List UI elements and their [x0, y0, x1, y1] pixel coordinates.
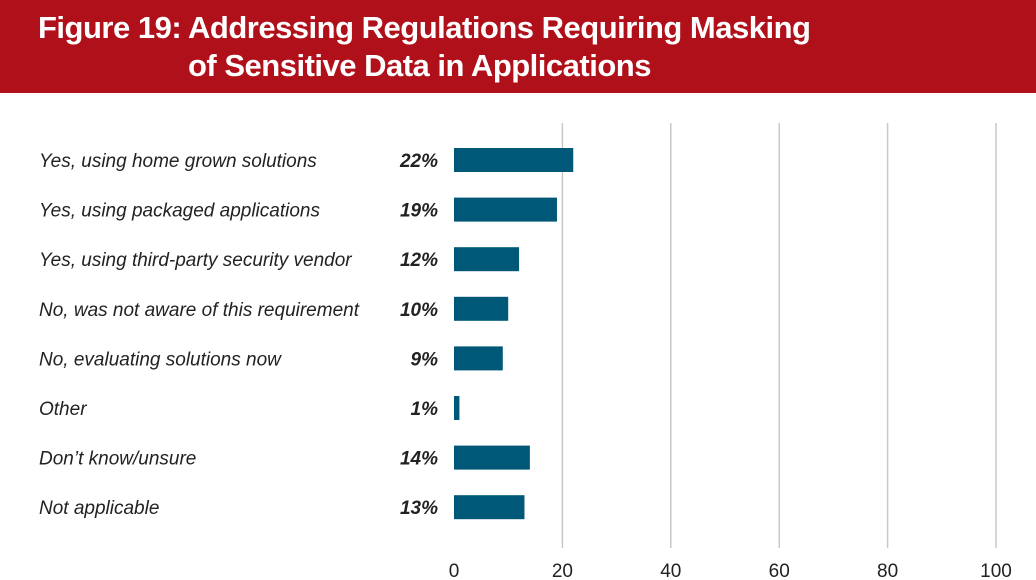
- gridlines: [561, 123, 997, 548]
- x-tick-label: 20: [552, 561, 573, 580]
- category-label: Not applicable: [39, 498, 159, 519]
- category-label: No, evaluating solutions now: [39, 349, 282, 370]
- category-label: Yes, using home grown solutions: [39, 151, 317, 172]
- chart-title-line-2: of Sensitive Data in Applications: [188, 48, 651, 83]
- value-label: 10%: [400, 300, 438, 321]
- bar: [454, 346, 503, 371]
- value-label: 12%: [400, 250, 438, 271]
- bar: [454, 296, 509, 321]
- category-label: Other: [39, 399, 87, 420]
- bars: [454, 148, 574, 520]
- bar: [454, 396, 460, 420]
- bar: [454, 495, 525, 520]
- value-label: 22%: [399, 151, 438, 172]
- value-label: 19%: [400, 201, 438, 222]
- x-tick-label: 80: [877, 561, 898, 580]
- x-tick-label: 40: [660, 561, 681, 580]
- category-labels: Yes, using home grown solutions Yes, usin…: [39, 151, 360, 519]
- bar-chart: Yes, using home grown solutions Yes, usin…: [39, 123, 1012, 580]
- x-tick-label: 100: [980, 561, 1012, 580]
- bar: [454, 148, 574, 172]
- value-label: 14%: [400, 449, 438, 470]
- value-label: 13%: [400, 498, 438, 519]
- bar: [454, 197, 557, 222]
- x-axis-tick-labels: 0 20 40 60 80 100: [449, 561, 1012, 580]
- category-label: No, was not aware of this requirement: [39, 300, 360, 321]
- x-tick-label: 0: [449, 561, 460, 580]
- category-label: Yes, using packaged applications: [39, 201, 320, 222]
- bar: [454, 445, 530, 470]
- figure-label: Figure 19:: [38, 10, 182, 45]
- value-label: 9%: [411, 349, 439, 370]
- category-label: Don’t know/unsure: [39, 449, 196, 470]
- chart-title-line-1: Addressing Regulations Requiring Masking: [188, 10, 811, 45]
- bar: [454, 247, 520, 272]
- value-label: 1%: [411, 399, 439, 420]
- category-label: Yes, using third-party security vendor: [39, 250, 352, 271]
- value-labels: 22% 19% 12% 10% 9% 1% 14% 13%: [399, 151, 438, 519]
- x-tick-label: 60: [769, 561, 790, 580]
- title-banner: Figure 19: Addressing Regulations Requir…: [0, 0, 1036, 93]
